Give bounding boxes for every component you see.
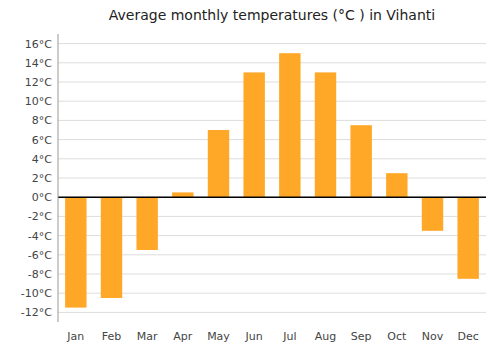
x-tick-label: Oct xyxy=(387,330,407,343)
y-tick-label: -10°C xyxy=(21,287,52,300)
y-tick-label: -8°C xyxy=(28,268,52,281)
y-tick-label: 8°C xyxy=(32,114,52,127)
bar xyxy=(136,197,157,250)
y-tick-label: -4°C xyxy=(28,230,52,243)
bar xyxy=(279,53,300,197)
y-tick-label: 12°C xyxy=(25,76,52,89)
x-tick-label: May xyxy=(207,330,230,343)
bar xyxy=(243,72,264,197)
grid-line xyxy=(58,120,486,121)
bar xyxy=(350,125,371,197)
title: Average monthly temperatures (°C ) in Vi… xyxy=(109,7,435,23)
grid-line xyxy=(58,62,486,63)
x-tick-label: Nov xyxy=(422,330,444,343)
x-tick-label: Dec xyxy=(458,330,479,343)
chart-container: Average monthly temperatures (°C ) in Vi… xyxy=(0,0,500,350)
grid-line xyxy=(58,101,486,102)
x-tick-label: Aug xyxy=(315,330,336,343)
bar xyxy=(386,173,407,197)
x-tick-label: Feb xyxy=(102,330,121,343)
bar xyxy=(315,72,336,197)
bar xyxy=(208,130,229,197)
y-tick-label: 0°C xyxy=(32,191,52,204)
y-tick-label: -2°C xyxy=(28,210,52,223)
y-tick-label: 2°C xyxy=(32,172,52,185)
grid-line xyxy=(58,43,486,44)
bar xyxy=(457,197,478,279)
x-tick-label: Sep xyxy=(351,330,372,343)
y-tick-label: -12°C xyxy=(21,306,52,319)
y-axis-line xyxy=(58,34,59,322)
bar xyxy=(422,197,443,231)
y-tick-label: 6°C xyxy=(32,134,52,147)
bars xyxy=(65,53,479,307)
y-tick-label: -6°C xyxy=(28,249,52,262)
grid xyxy=(58,44,486,313)
bar xyxy=(65,197,86,307)
grid-line xyxy=(58,178,486,179)
y-tick-label: 16°C xyxy=(25,38,52,51)
y-tick-label: 10°C xyxy=(25,95,52,108)
x-tick-label: Jun xyxy=(245,330,263,343)
grid-line xyxy=(58,312,486,313)
grid-line xyxy=(58,158,486,159)
y-tick-label: 14°C xyxy=(25,57,52,70)
y-tick-label: 4°C xyxy=(32,153,52,166)
zero-line xyxy=(58,196,486,198)
chart-svg: Average monthly temperatures (°C ) in Vi… xyxy=(0,0,500,350)
grid-line xyxy=(58,197,486,198)
x-tick-label: Jan xyxy=(66,330,84,343)
x-tick-label: Apr xyxy=(173,330,193,343)
x-tick-label: Mar xyxy=(137,330,158,343)
grid-line xyxy=(58,139,486,140)
bar xyxy=(101,197,122,298)
grid-line xyxy=(58,82,486,83)
x-tick-label: Jul xyxy=(282,330,296,343)
